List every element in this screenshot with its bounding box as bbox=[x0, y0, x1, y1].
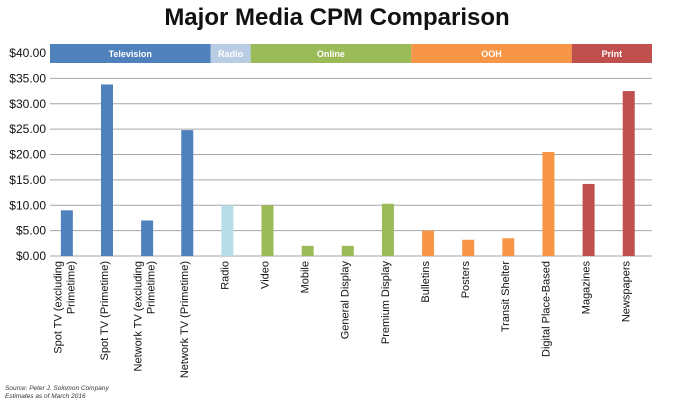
y-tick-label: $5.00 bbox=[16, 224, 46, 238]
category-label: Video bbox=[259, 261, 271, 289]
category-label: Magazines bbox=[580, 261, 592, 315]
bar bbox=[582, 183, 595, 256]
category-label: Network TV (excluding bbox=[133, 261, 145, 371]
bar bbox=[60, 210, 73, 256]
group-band-label: OOH bbox=[481, 49, 502, 59]
source-line: Source: Peter J. Solomon Company bbox=[5, 385, 109, 392]
category-label: Spot TV (excluding bbox=[52, 261, 64, 354]
bar bbox=[622, 91, 635, 256]
bar bbox=[381, 203, 394, 256]
group-band-label: Radio bbox=[218, 49, 244, 59]
estimate-date-line: Estimates as of March 2016 bbox=[5, 393, 86, 400]
category-label: Network TV (Primetime) bbox=[179, 261, 191, 378]
group-band bbox=[250, 44, 412, 63]
source-note: Source: Peter J. Solomon Company Estimat… bbox=[5, 385, 109, 401]
category-group-bands: Television Radio Online OOH Print bbox=[50, 44, 652, 63]
bar bbox=[341, 245, 354, 256]
gridlines bbox=[50, 52, 652, 257]
x-axis-category-labels: Spot TV (excluding Primetime) Spot TV (Pri… bbox=[52, 261, 632, 379]
bar bbox=[502, 238, 515, 256]
category-label: Mobile bbox=[300, 261, 312, 293]
group-band bbox=[411, 44, 572, 63]
bar bbox=[100, 84, 113, 256]
category-label: Posters bbox=[460, 261, 472, 299]
y-tick-label: $25.00 bbox=[9, 122, 46, 136]
y-tick-label: $0.00 bbox=[16, 249, 46, 263]
category-label: Bulletins bbox=[420, 261, 432, 303]
bar bbox=[422, 230, 435, 256]
bars bbox=[60, 84, 635, 256]
category-label: General Display bbox=[340, 261, 352, 340]
y-tick-label: $10.00 bbox=[9, 198, 46, 212]
bar bbox=[301, 245, 314, 256]
group-band-label: Print bbox=[602, 49, 623, 59]
y-tick-label: $20.00 bbox=[9, 148, 46, 162]
category-label: Premium Display bbox=[380, 261, 392, 345]
bar bbox=[181, 130, 194, 256]
y-tick-label: $35.00 bbox=[9, 71, 46, 85]
bar bbox=[141, 220, 154, 256]
group-band-label: Online bbox=[317, 49, 345, 59]
group-band-label: Television bbox=[109, 49, 152, 59]
category-label: Spot TV (Primetime) bbox=[99, 261, 111, 360]
group-band bbox=[210, 44, 251, 63]
bar bbox=[221, 205, 234, 256]
group-band bbox=[50, 44, 211, 63]
y-tick-label: $30.00 bbox=[9, 97, 46, 111]
category-label: Newspapers bbox=[621, 261, 633, 323]
group-band bbox=[571, 44, 652, 63]
bar bbox=[542, 151, 555, 256]
y-tick-label: $15.00 bbox=[9, 173, 46, 187]
bar bbox=[261, 205, 274, 256]
category-label: Radio bbox=[219, 261, 231, 290]
category-label: Primetime) bbox=[146, 261, 158, 314]
bar bbox=[462, 239, 475, 256]
category-label: Digital Place-Based bbox=[540, 261, 552, 357]
y-tick-label: $40.00 bbox=[9, 46, 46, 60]
y-axis-tick-labels: $0.00 $5.00 $10.00 $15.00 $20.00 $25.00 $30.00… bbox=[9, 46, 46, 263]
category-label: Primetime) bbox=[65, 261, 77, 314]
chart-title: Major Media CPM Comparison bbox=[164, 4, 510, 31]
category-label: Transit Shelter bbox=[500, 261, 512, 332]
